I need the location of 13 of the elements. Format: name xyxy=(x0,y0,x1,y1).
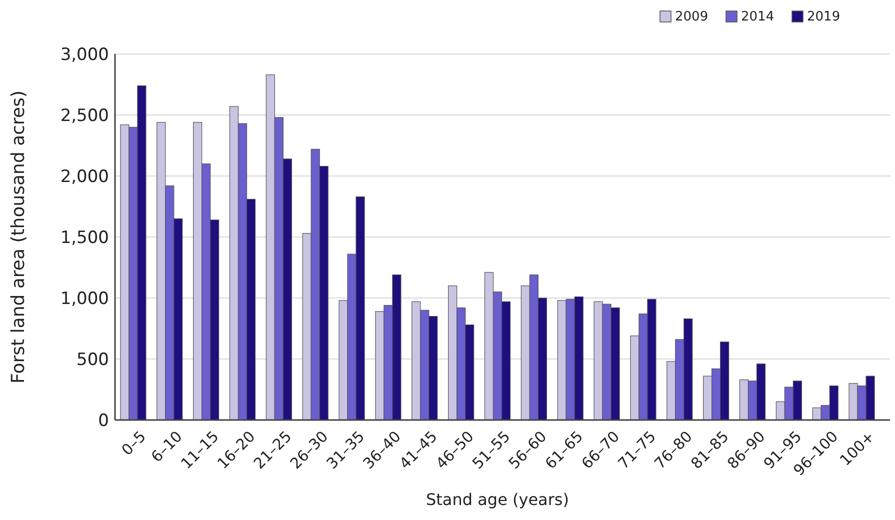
y-tick-label: 2,500 xyxy=(60,106,109,126)
x-tick-label: 0–5 xyxy=(118,428,150,460)
y-tick-label: 2,000 xyxy=(60,166,109,187)
legend-label: 2014 xyxy=(741,10,774,25)
y-tick-label: 1,000 xyxy=(60,288,109,309)
y-tick-label: 0 xyxy=(98,410,109,431)
y-axis-title: Forst land area (thousand acres) xyxy=(8,90,29,384)
legend-label: 2019 xyxy=(807,10,840,25)
x-axis-title: Stand age (years) xyxy=(426,490,570,509)
y-tick-label: 500 xyxy=(76,350,109,370)
legend-label: 2009 xyxy=(675,10,708,25)
y-tick-label: 1,500 xyxy=(60,228,109,248)
y-tick-label: 3,000 xyxy=(60,44,109,65)
